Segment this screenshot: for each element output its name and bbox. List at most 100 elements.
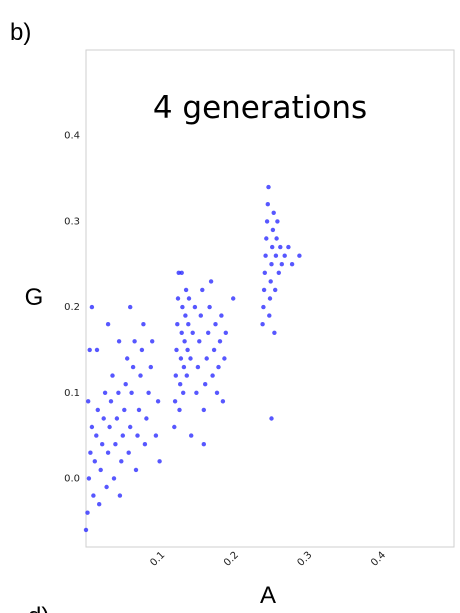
data-point — [177, 407, 182, 413]
data-point — [271, 210, 276, 215]
data-point — [86, 476, 92, 481]
data-point — [266, 184, 271, 190]
data-point — [262, 270, 267, 275]
data-point — [108, 399, 114, 404]
panel-label-next: d) — [28, 603, 49, 613]
data-point — [116, 339, 122, 344]
data-point — [214, 390, 220, 395]
data-point — [265, 202, 270, 207]
data-point — [110, 373, 115, 378]
data-point — [179, 330, 184, 335]
data-point — [102, 390, 108, 395]
data-point — [269, 416, 274, 421]
data-point — [107, 424, 112, 430]
data-point — [142, 442, 148, 447]
data-point — [105, 450, 111, 455]
data-point — [153, 433, 159, 438]
data-point — [105, 322, 111, 327]
data-point — [182, 339, 187, 344]
data-point — [198, 313, 203, 318]
data-point — [113, 442, 118, 447]
data-point — [144, 416, 149, 421]
data-point — [128, 424, 133, 430]
data-point — [89, 304, 95, 310]
data-point — [148, 364, 153, 370]
data-point — [116, 390, 121, 395]
data-point — [263, 253, 268, 258]
data-point — [150, 339, 155, 344]
chart-title: 4 generations — [153, 90, 367, 126]
data-point — [141, 322, 146, 327]
data-point — [195, 364, 201, 370]
data-point — [138, 373, 143, 378]
data-point — [139, 347, 145, 353]
data-point — [83, 527, 89, 533]
data-point — [178, 382, 183, 387]
data-point — [120, 433, 126, 438]
data-point — [128, 304, 133, 310]
y-axis-ticks: 0.0 0.1 0.2 0.3 0.4 — [64, 131, 80, 485]
data-point — [261, 287, 267, 293]
data-point — [213, 322, 218, 327]
data-point — [275, 219, 280, 224]
data-point — [133, 467, 139, 473]
data-point — [172, 399, 178, 404]
data-point — [264, 219, 270, 224]
data-point — [126, 450, 131, 455]
data-point — [267, 296, 273, 301]
data-point — [231, 296, 236, 301]
data-point — [125, 356, 130, 361]
data-point — [95, 407, 101, 413]
data-point — [217, 339, 223, 344]
data-point — [267, 313, 272, 318]
data-point — [89, 424, 95, 430]
data-point — [201, 442, 206, 447]
data-point — [278, 244, 283, 250]
data-point — [274, 236, 279, 241]
data-point — [206, 330, 211, 335]
data-point — [207, 304, 212, 310]
data-point — [188, 356, 193, 361]
data-point — [86, 399, 91, 404]
data-point — [216, 364, 221, 370]
data-point — [88, 450, 93, 455]
data-point — [175, 296, 181, 301]
data-point — [282, 253, 287, 258]
data-point — [173, 373, 178, 378]
data-point — [91, 493, 96, 498]
data-point — [179, 270, 184, 275]
data-point — [175, 322, 180, 327]
data-point — [117, 493, 123, 498]
data-point — [223, 330, 228, 335]
scatter-points — [83, 184, 302, 533]
data-point — [111, 476, 117, 481]
data-point — [146, 390, 151, 395]
data-point — [186, 296, 192, 301]
data-point — [186, 322, 191, 327]
data-point — [135, 433, 140, 438]
data-point — [178, 356, 184, 361]
data-point — [220, 399, 226, 404]
data-point — [190, 330, 195, 335]
data-point — [94, 347, 100, 353]
data-point — [104, 484, 109, 490]
data-point — [260, 322, 265, 327]
data-point — [268, 279, 273, 284]
data-point — [272, 330, 277, 335]
data-point — [98, 467, 103, 473]
data-point — [264, 236, 269, 241]
data-point — [211, 347, 217, 353]
data-point — [222, 356, 227, 361]
data-point — [92, 459, 98, 464]
data-point — [132, 339, 137, 344]
data-point — [119, 459, 124, 464]
data-point — [276, 270, 281, 275]
data-point — [100, 442, 105, 447]
data-point — [184, 373, 189, 378]
data-point — [203, 382, 208, 387]
data-point — [270, 244, 275, 250]
data-point — [114, 416, 120, 421]
data-point — [172, 424, 177, 430]
data-point — [122, 407, 127, 413]
